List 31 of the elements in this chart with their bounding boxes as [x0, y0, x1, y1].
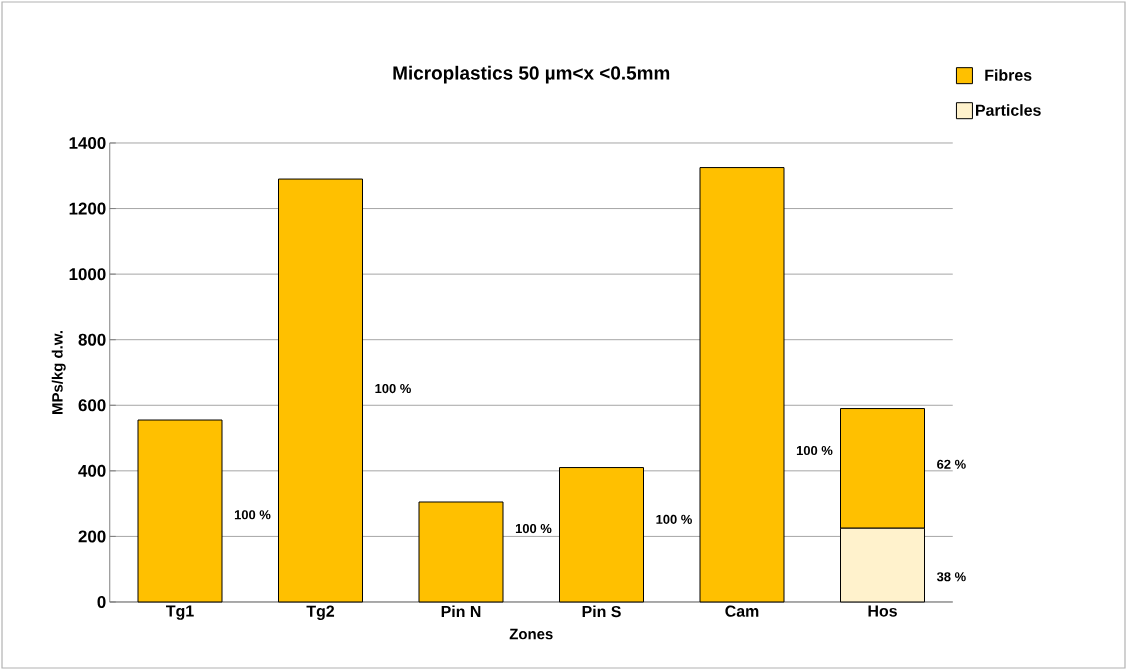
y-tick-label: 1200 [69, 202, 106, 215]
annotation: 100 % [375, 383, 411, 394]
annotation: 100 % [796, 445, 833, 456]
annotation: 38 % [936, 572, 966, 582]
bar [418, 501, 504, 603]
legend-label: Fibres [985, 69, 1032, 81]
annotation: 62 % [937, 459, 966, 469]
y-tick-label: 400 [78, 464, 106, 477]
x-tick-label: Tg2 [306, 605, 335, 621]
x-tick-label: Cam [725, 605, 759, 617]
annotation: 100 % [515, 523, 552, 534]
bar [699, 167, 785, 603]
chart-title: Microplastics 50 µm<x <0.5mm [393, 65, 670, 84]
y-axis-title: MPs/kg d.w. [51, 331, 66, 414]
y-tick-label: 0 [97, 595, 106, 608]
y-tick-label: 1400 [69, 136, 106, 149]
y-tick-label: 200 [78, 530, 106, 543]
legend-label: Particles [976, 104, 1041, 116]
x-tick-label: Pin N [441, 605, 481, 618]
x-axis-title: Zones [509, 628, 553, 640]
bar [278, 178, 364, 603]
x-tick-label: Hos [868, 605, 897, 617]
annotation: 100 % [656, 514, 692, 524]
bar [137, 419, 223, 603]
x-tick-label: Pin S [582, 605, 621, 618]
bar [559, 467, 645, 603]
y-tick-label: 600 [78, 399, 106, 412]
annotation: 100 % [234, 510, 271, 520]
y-tick-label: 800 [78, 333, 106, 346]
y-tick-label: 1000 [69, 268, 106, 281]
x-tick-label: Tg1 [166, 605, 194, 620]
